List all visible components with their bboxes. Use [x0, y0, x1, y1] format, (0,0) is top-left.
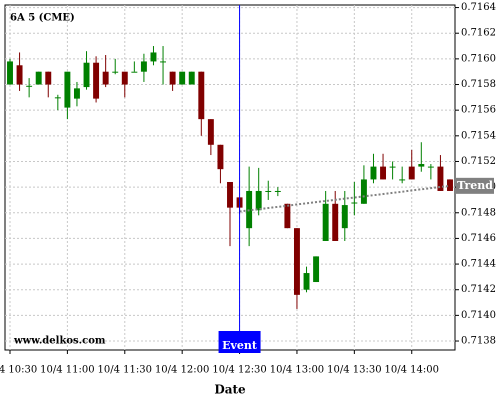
candle-body: [83, 62, 90, 88]
candle-body: [121, 71, 128, 85]
x-tick-label: 10/4 13:00: [270, 365, 324, 376]
x-tick-label: 10/4 12:30: [212, 365, 266, 376]
candle-body: [370, 166, 377, 180]
candle-body: [418, 164, 425, 167]
candle-body: [437, 166, 444, 191]
y-tick-label: 0.7140: [461, 310, 496, 321]
candle-body: [140, 61, 147, 72]
candle-body: [16, 65, 23, 85]
candle-body: [293, 228, 300, 295]
candle-body: [274, 190, 281, 192]
candle-body: [341, 205, 348, 229]
candle-body: [26, 85, 33, 87]
candle-body: [389, 166, 396, 168]
candle-body: [102, 71, 109, 85]
candle-body: [255, 190, 262, 211]
y-tick-label: 0.7138: [461, 336, 496, 347]
x-tick-label: 10/4 13:30: [327, 365, 381, 376]
candle-body: [447, 179, 453, 191]
candle-body: [380, 166, 387, 180]
trend-line: [239, 184, 451, 213]
candle-body: [150, 52, 157, 62]
candle-body: [7, 61, 13, 85]
candle-body: [169, 71, 176, 85]
candle-body: [54, 97, 61, 99]
candle-body: [313, 256, 320, 283]
candle-body: [160, 61, 167, 63]
candle-body: [360, 179, 367, 204]
candle-body: [322, 203, 329, 241]
x-axis-label: Date: [214, 383, 246, 397]
chart-title: 6A 5 (CME): [10, 13, 75, 24]
plot-area: [4, 4, 456, 351]
x-tick-label: 10/4 12:00: [155, 365, 209, 376]
watermark: www.delkos.com: [13, 336, 106, 347]
candle-body: [351, 202, 358, 204]
candle-body: [73, 88, 80, 99]
candle-body: [399, 179, 406, 181]
candle-body: [198, 71, 205, 120]
trend-label-box: [456, 177, 494, 194]
event-box: [218, 331, 261, 353]
candle-body: [332, 203, 339, 241]
candle-body: [408, 166, 415, 180]
y-tick-label: 0.7154: [461, 130, 496, 141]
candle-body: [217, 144, 224, 170]
candle-body: [303, 273, 310, 290]
y-tick-label: 0.7152: [461, 156, 496, 167]
y-tick-label: 0.7146: [461, 233, 496, 244]
candle-body: [45, 71, 52, 85]
candle-body: [265, 190, 272, 192]
y-tick-label: 0.7162: [461, 28, 496, 39]
candle-body: [227, 181, 233, 208]
candle-body: [64, 71, 71, 108]
legend-label: Trend: [457, 179, 493, 192]
candle-body: [207, 119, 214, 145]
x-tick-label: 10/4 10:30: [0, 365, 37, 376]
x-tick-label: 10/4 11:00: [40, 365, 94, 376]
candle-body: [284, 203, 291, 229]
y-tick-label: 0.7144: [461, 259, 496, 270]
y-tick-label: 0.7160: [461, 53, 496, 64]
y-tick-label: 0.7142: [461, 284, 496, 295]
y-tick-label: 0.7158: [461, 79, 496, 90]
y-tick-label: 0.7156: [461, 105, 496, 116]
x-tick-label: 10/4 11:30: [98, 365, 152, 376]
candle-body: [131, 71, 138, 73]
candle-body: [112, 71, 119, 73]
candle-body: [93, 62, 100, 99]
candle-body: [188, 71, 195, 85]
y-tick-label: 0.7164: [461, 2, 496, 13]
candle-body: [35, 71, 42, 85]
candle-body: [179, 71, 186, 85]
y-tick-label: 0.7148: [461, 207, 496, 218]
x-tick-label: 10/4 14:00: [385, 365, 439, 376]
event-label: Event: [222, 339, 258, 352]
candle-body: [427, 166, 434, 168]
